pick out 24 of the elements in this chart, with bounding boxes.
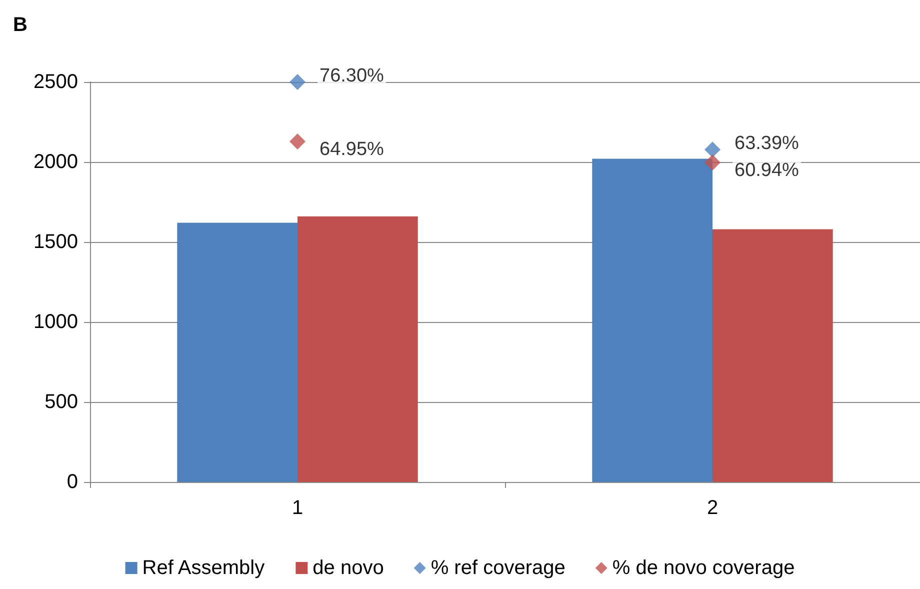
x-tick-label: 2 <box>706 497 718 519</box>
legend-label: % ref coverage <box>430 557 566 579</box>
point <box>704 154 720 171</box>
y-tick-label: 500 <box>44 391 78 413</box>
bar <box>298 216 418 482</box>
legend-label: Ref Assembly <box>142 557 265 579</box>
data-label: 60.94% <box>734 160 800 182</box>
y-tick-label: 2000 <box>34 151 78 173</box>
point <box>290 134 306 150</box>
x-tick-label: 1 <box>292 497 304 519</box>
bar <box>712 229 833 482</box>
data-label: 76.30% <box>320 66 384 86</box>
y-tick-label: 1500 <box>34 231 78 253</box>
legend-label: % de novo coverage <box>612 557 795 579</box>
data-label: 64.95% <box>320 139 384 160</box>
point <box>290 74 306 90</box>
y-tick-label: 2500 <box>34 71 78 93</box>
y-tick-label: 0 <box>66 471 78 493</box>
y-tick-label: 1000 <box>34 311 78 333</box>
data-label: 63.39% <box>734 133 800 154</box>
legend-label: de novo <box>312 557 384 579</box>
chart-title: B <box>13 14 28 36</box>
bar <box>177 222 298 482</box>
point <box>704 142 720 158</box>
